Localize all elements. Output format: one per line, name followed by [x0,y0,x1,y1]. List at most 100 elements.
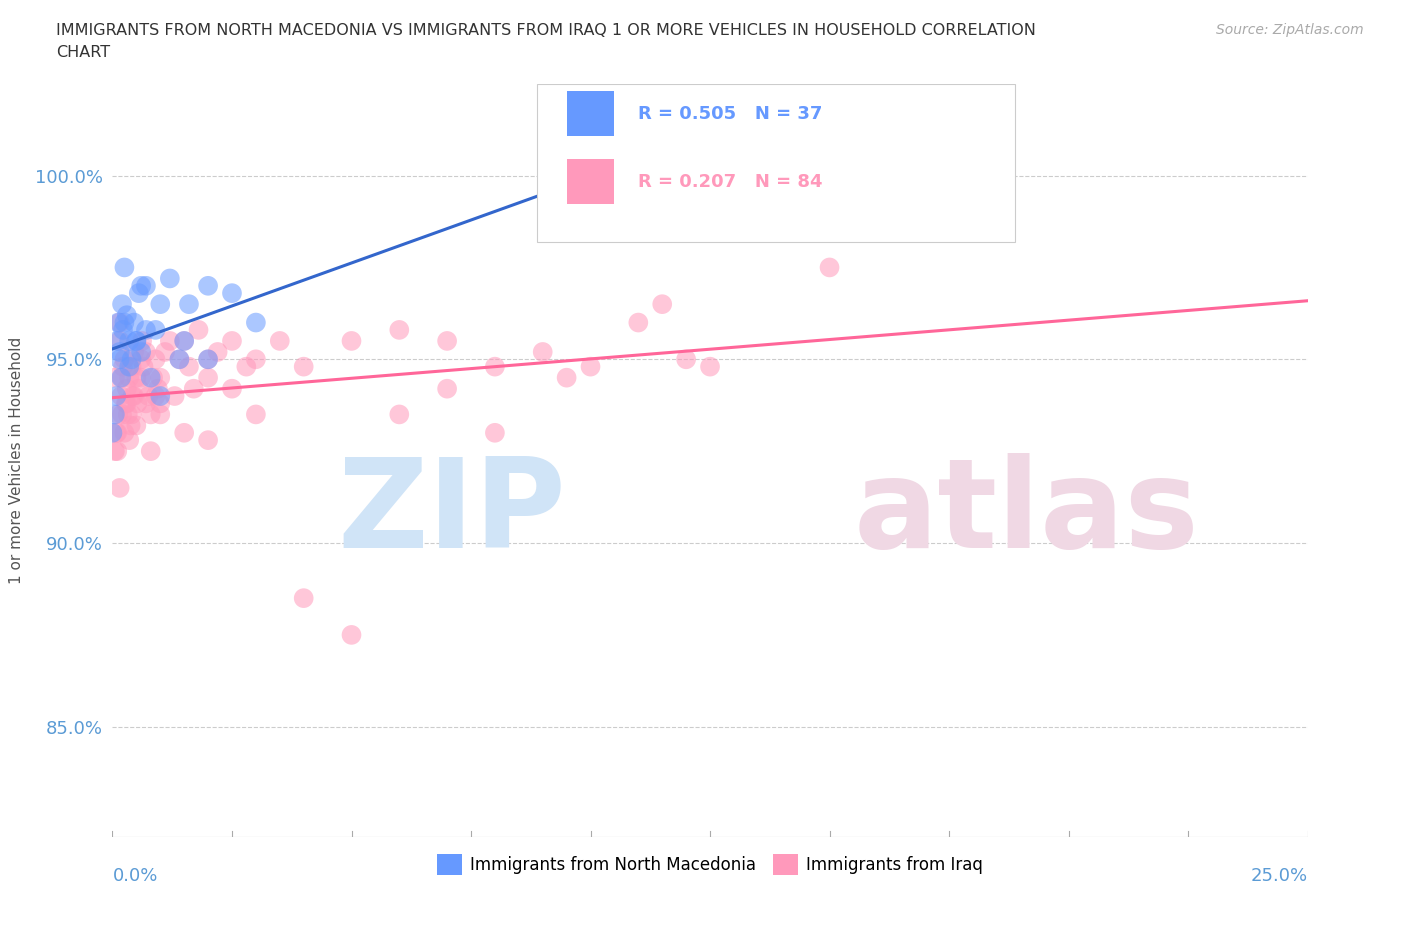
Point [115,396,138,411]
Point [118,370,141,385]
FancyBboxPatch shape [567,91,614,137]
Point [101,425,124,440]
Point [111,370,134,385]
Point [149,389,172,404]
Point [139,370,162,385]
Text: atlas: atlas [853,453,1199,574]
Point [125,418,148,432]
Point [292,591,315,605]
Point [340,334,363,349]
Point [128,381,150,396]
Point [159,271,181,286]
Text: R = 0.505   N = 37: R = 0.505 N = 37 [638,105,823,123]
Point [125,370,148,385]
Point [104,444,127,458]
Point [129,278,152,293]
Text: 0.0%: 0.0% [112,867,157,885]
Point [245,407,267,422]
Point [145,352,167,366]
Point [245,315,267,330]
Text: CHART: CHART [56,45,110,60]
Text: R = 0.207   N = 84: R = 0.207 N = 84 [638,173,823,191]
Point [107,315,129,330]
Text: Source: ZipAtlas.com: Source: ZipAtlas.com [1216,23,1364,37]
Point [163,389,186,404]
FancyBboxPatch shape [567,159,614,205]
Point [111,297,134,312]
Text: IMMIGRANTS FROM NORTH MACEDONIA VS IMMIGRANTS FROM IRAQ 1 OR MORE VEHICLES IN HO: IMMIGRANTS FROM NORTH MACEDONIA VS IMMIG… [56,23,1036,38]
Point [146,381,169,396]
Point [121,359,143,374]
Point [183,381,205,396]
Point [197,370,219,385]
Point [555,370,578,385]
Point [108,481,131,496]
Point [108,315,131,330]
Point [818,260,841,275]
Point [135,344,157,359]
Point [114,352,135,366]
Point [197,278,219,293]
Point [340,628,363,643]
Point [149,370,172,385]
Point [114,425,135,440]
Point [436,381,458,396]
Point [187,323,209,338]
Point [121,389,143,404]
Point [197,432,219,447]
Point [177,359,200,374]
Point [484,359,506,374]
Point [118,334,141,349]
Point [128,286,150,300]
Point [153,344,176,359]
Point [105,425,128,440]
Point [131,334,153,349]
Point [111,323,134,338]
Point [142,370,165,385]
Point [129,344,152,359]
Point [108,352,131,366]
Point [173,425,195,440]
Point [531,344,554,359]
Point [173,334,195,349]
Point [675,352,697,366]
Point [115,308,138,323]
Point [117,407,139,422]
Point [115,381,138,396]
Point [121,352,143,366]
Point [235,359,257,374]
Point [169,352,191,366]
Point [122,315,145,330]
Point [245,352,267,366]
Point [651,297,673,312]
Text: ZIP: ZIP [337,453,567,574]
Text: 25.0%: 25.0% [1250,867,1308,885]
Point [108,334,131,349]
Point [107,407,129,422]
Point [129,370,152,385]
Point [105,425,128,440]
Point [221,334,243,349]
Point [135,323,157,338]
Point [105,389,128,404]
Point [269,334,291,349]
Point [125,334,148,349]
Point [579,359,602,374]
Point [292,359,315,374]
Point [118,359,141,374]
Point [699,359,721,374]
Point [108,344,131,359]
Point [139,444,162,458]
Y-axis label: 1 or more Vehicles in Household: 1 or more Vehicles in Household [8,337,24,584]
Point [388,407,411,422]
Point [149,297,172,312]
Point [197,352,219,366]
Point [120,418,142,432]
Point [132,359,155,374]
Point [104,370,127,385]
Point [122,389,145,404]
Point [121,407,143,422]
Point [221,286,243,300]
Point [177,297,200,312]
Point [138,389,160,404]
